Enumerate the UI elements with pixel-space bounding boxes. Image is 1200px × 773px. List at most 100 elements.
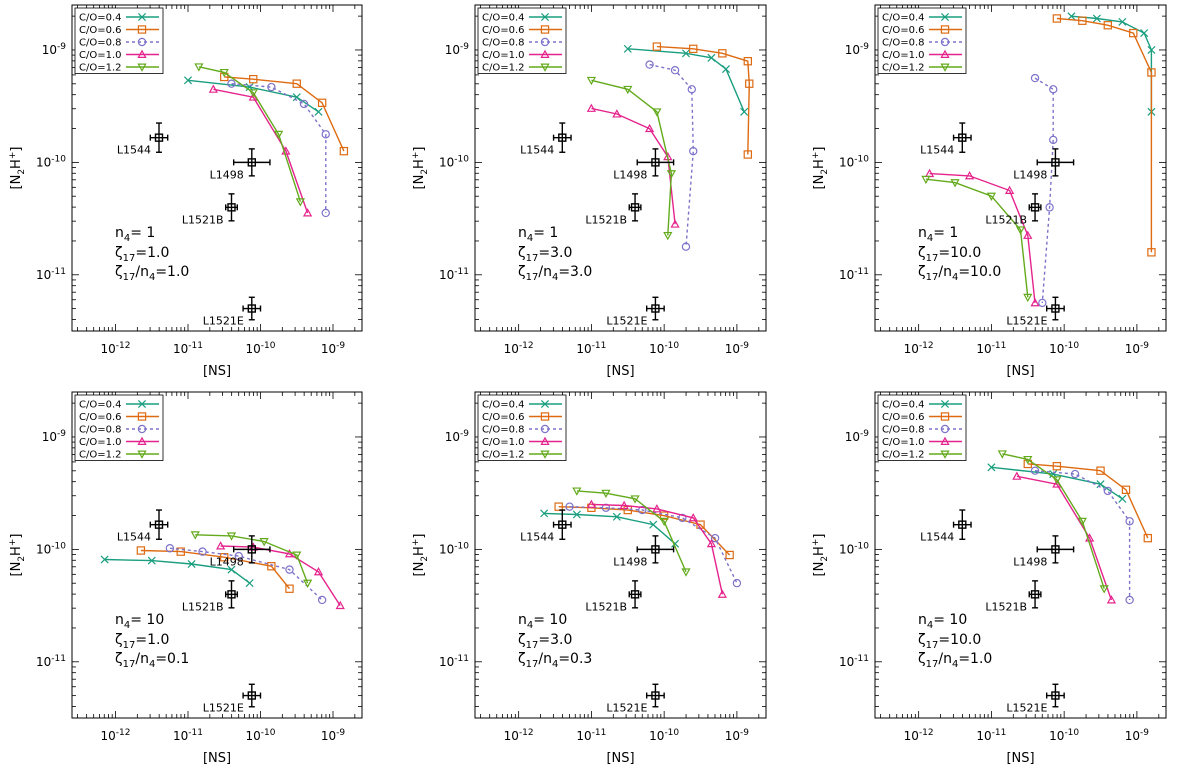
data-point <box>997 450 1007 459</box>
data-point <box>1049 135 1058 145</box>
tick-label: 10-12 <box>101 728 131 743</box>
parameter-annotation: n4= 10 <box>115 612 164 631</box>
series-line <box>231 83 327 213</box>
observation-l1521e: L1521E <box>1006 683 1065 715</box>
series-c-o-0-8 <box>565 502 742 588</box>
data-point <box>645 60 654 69</box>
data-point <box>940 450 950 459</box>
observation-l1521b: L1521B <box>182 580 239 613</box>
series-c-o-0-6 <box>1023 459 1153 543</box>
legend: C/O=0.4C/O=0.6 C/O=0.8C/O=1.0 C/O=1.2 <box>477 394 567 461</box>
series-c-o-1-2 <box>586 76 677 241</box>
data-point <box>644 123 655 133</box>
parameter-annotation: ζ17=1.0 <box>115 632 169 651</box>
data-point <box>1052 476 1062 485</box>
data-point <box>194 63 204 72</box>
legend-label: C/O=1.0 <box>882 437 925 448</box>
series-c-o-0-6 <box>652 42 754 159</box>
observation-marker <box>247 304 257 313</box>
data-point <box>321 130 330 139</box>
data-point <box>1147 45 1156 54</box>
data-point <box>303 579 313 588</box>
legend-label: C/O=1.2 <box>482 450 525 461</box>
tick-label: 10-12 <box>101 341 131 356</box>
observation-label: L1521B <box>985 213 1027 226</box>
data-point <box>1052 461 1062 471</box>
data-point <box>165 544 175 553</box>
series-line <box>925 178 1029 298</box>
tick-label: 10-11 <box>36 267 66 282</box>
data-point <box>1096 466 1105 475</box>
data-point <box>137 450 147 459</box>
observation-marker <box>958 133 967 142</box>
observation-label: L1521E <box>606 702 647 715</box>
plot-frame <box>874 391 1167 719</box>
series-line <box>591 503 724 595</box>
data-point <box>940 63 950 72</box>
data-point <box>274 130 284 140</box>
data-point <box>137 399 147 409</box>
series-c-o-0-8 <box>1030 73 1058 308</box>
data-point <box>317 595 327 605</box>
data-point <box>681 49 690 58</box>
series-line <box>169 547 323 601</box>
parameter-annotation: ζ17/n4=1.0 <box>115 264 189 283</box>
data-point <box>285 565 294 574</box>
data-point <box>678 513 687 523</box>
series-line <box>213 88 309 214</box>
observation-label: L1521B <box>182 213 224 226</box>
series-line <box>649 63 695 247</box>
observation-label: L1544 <box>520 531 554 544</box>
data-point <box>707 53 716 62</box>
series-line <box>929 172 1036 303</box>
series-line <box>224 76 345 152</box>
series-c-o-1-2 <box>997 450 1109 594</box>
tick-label: 10-11 <box>173 728 203 743</box>
tick-label: 10-10 <box>649 341 679 356</box>
data-point <box>940 424 950 434</box>
data-point <box>137 25 147 34</box>
tick-label: 10-10 <box>649 728 679 743</box>
observation-marker <box>558 133 567 142</box>
series-line <box>220 545 341 606</box>
data-point <box>718 49 727 58</box>
data-point <box>1030 298 1040 307</box>
data-point <box>721 65 731 74</box>
tick-label: 10-9 <box>321 341 346 356</box>
tick-label: 10-10 <box>839 154 869 169</box>
tick-label: 10-12 <box>904 728 934 743</box>
observation-marker <box>227 590 236 599</box>
observation-label: L1498 <box>210 168 244 181</box>
observation-label: L1521E <box>203 702 244 715</box>
data-point <box>652 42 662 51</box>
data-point <box>940 49 950 58</box>
tick-label: 10-10 <box>36 541 66 556</box>
y-axis-title: [N2H+] <box>8 534 27 577</box>
data-point <box>1147 248 1156 257</box>
observation-marker <box>651 158 660 167</box>
tick-label: 10-10 <box>36 154 66 169</box>
legend-label: C/O=0.6 <box>882 412 925 423</box>
data-point <box>1121 485 1131 495</box>
series-line <box>591 79 673 236</box>
data-point <box>950 179 960 188</box>
data-point <box>137 49 147 58</box>
observation-l1498: L1498 <box>613 148 675 181</box>
data-point <box>1118 494 1127 503</box>
tick-label: 10-9 <box>1125 341 1150 356</box>
panel-n4-1-zeta-3: 10-12 10-11 10-10 10-9 10-11 10-10 10-9 [NS] [N2… <box>411 4 767 379</box>
y-axis-title: [N2H+] <box>811 147 830 190</box>
parameter-annotation: ζ17/n4=10.0 <box>918 264 1001 283</box>
data-point <box>137 37 147 47</box>
panel-n4-10-zeta-3: 10-12 10-11 10-10 10-9 10-11 10-10 10-9 [NS] [N2… <box>411 391 767 766</box>
legend-label: C/O=0.6 <box>882 25 925 36</box>
data-point <box>234 551 243 561</box>
tick-label: 10-9 <box>845 429 870 444</box>
tick-label: 10-9 <box>725 341 750 356</box>
legend-box <box>74 7 164 74</box>
observation-label: L1498 <box>210 555 244 568</box>
parameter-annotation: n4= 10 <box>518 612 567 631</box>
legend-box <box>74 394 164 461</box>
data-point <box>964 171 975 180</box>
series-c-o-0-4 <box>100 555 254 588</box>
